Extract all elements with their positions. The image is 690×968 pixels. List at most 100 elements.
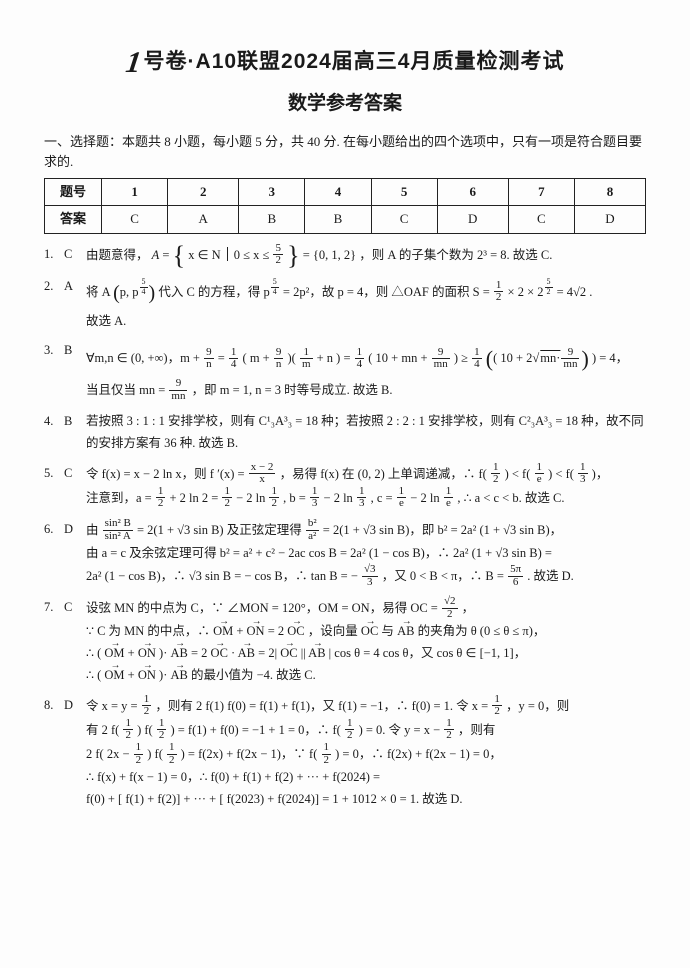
text: ||	[301, 646, 306, 660]
text: = 2(1 + √3 sin B)，即 b² = 2a² (1 + √3 sin…	[323, 523, 562, 537]
text: + n ) =	[317, 351, 354, 365]
table-col: 1	[102, 179, 168, 206]
sol-key: D	[64, 519, 86, 589]
text: ( m +	[243, 351, 270, 365]
text: 有 2 f(	[86, 723, 119, 737]
text: =	[218, 351, 228, 365]
sol-body: 令 x = y = 12 ，则有 2 f(1) f(0) = f(1) + f(…	[86, 695, 646, 811]
text: ∴ (	[86, 668, 101, 682]
text: ) < f(	[505, 467, 531, 481]
text: ) ≥	[454, 351, 471, 365]
text: ) f(	[137, 723, 153, 737]
text: = 2(1 + √3 sin B) 及正弦定理得	[137, 523, 302, 537]
title-line: 1号卷·A10联盟2024届高三4月质量检测考试	[44, 40, 646, 87]
sol-key: A	[64, 276, 86, 333]
text: ，即 m = 1, n = 3 时等号成立. 故选 B.	[192, 383, 393, 397]
text: ，易得 f(x) 在 (0, 2) 上单调递减，∴ f(	[280, 467, 487, 481]
sol-number: 6.	[44, 519, 64, 589]
text: )，	[592, 467, 609, 481]
text: ，又 0 < B < π，∴ B =	[382, 569, 504, 583]
table-row: 题号 1 2 3 4 5 6 7 8	[45, 179, 646, 206]
text: )·	[159, 668, 167, 682]
sol-body: 由题意得， A = { x ∈ N 0 ≤ x ≤ 52 } = {0, 1, …	[86, 244, 646, 268]
text: ，y = 0，则	[506, 699, 569, 713]
sol-key: C	[64, 244, 86, 268]
table-row: 答案 C A B B C D C D	[45, 206, 646, 233]
table-cell: B	[305, 206, 371, 233]
text: ·	[231, 646, 235, 660]
solution-6: 6. D 由 sin² Bsin² A = 2(1 + √3 sin B) 及正…	[44, 519, 646, 589]
text: 的夹角为 θ (0 ≤ θ ≤ π)，	[418, 624, 546, 638]
solution-2: 2. A 将 A (p, p54) 代入 C 的方程，得 p54 = 2p²，故…	[44, 276, 646, 333]
text: ∀m,n ∈ (0, +∞)，m +	[86, 351, 200, 365]
text: × 2 × 2	[508, 285, 544, 299]
table-col: 6	[437, 179, 508, 206]
solution-1: 1. C 由题意得， A = { x ∈ N 0 ≤ x ≤ 52 } = {0…	[44, 244, 646, 268]
sol-number: 3.	[44, 340, 64, 403]
vector: AB	[397, 624, 414, 638]
sol-body: 由 sin² Bsin² A = 2(1 + √3 sin B) 及正弦定理得 …	[86, 519, 646, 589]
text: ，则 A 的子集个数为 2³ = 8. 故选 C.	[359, 247, 552, 261]
table-cell: A	[168, 206, 239, 233]
table-col: 8	[574, 179, 645, 206]
sol-number: 2.	[44, 276, 64, 333]
text: = {0, 1, 2}	[303, 247, 356, 261]
sol-key: B	[64, 340, 86, 403]
sol-key: C	[64, 597, 86, 687]
text: ) < f(	[548, 467, 574, 481]
text: +	[128, 668, 138, 682]
table-cell: B	[239, 206, 305, 233]
sol-key: C	[64, 463, 86, 511]
text: 代入 C 的方程，得 p	[158, 285, 269, 299]
text: = 4√2 .	[557, 285, 593, 299]
text: x ∈ N	[188, 247, 220, 261]
text: 故选 A.	[86, 311, 646, 333]
solution-5: 5. C 令 f(x) = x − 2 ln x，则 f ′(x) = x − …	[44, 463, 646, 511]
text: + 2 ln 2 =	[169, 491, 218, 505]
sol-number: 4.	[44, 411, 64, 455]
text: 注意到，a =	[86, 491, 152, 505]
sol-number: 5.	[44, 463, 64, 511]
vector: AB	[308, 646, 325, 660]
vector: OC	[280, 646, 297, 660]
text: ( 10 + mn +	[368, 351, 427, 365]
text: . 故选 D.	[527, 569, 574, 583]
text: = 2	[191, 646, 207, 660]
text: , ∴ a < c < b. 故选 C.	[457, 491, 564, 505]
text: − 2 ln	[236, 491, 265, 505]
vector: OM	[104, 668, 124, 682]
text: p, p	[120, 285, 139, 299]
vector: ON	[138, 668, 156, 682]
text: ) = f(1) + f(0) = −1 + 1 = 0，∴ f(	[170, 723, 340, 737]
text: 令 x = y =	[86, 699, 138, 713]
table-cell: C	[102, 206, 168, 233]
text: 当且仅当 mn =	[86, 383, 165, 397]
text: ) = f(2x) + f(2x − 1)，∵ f(	[181, 747, 318, 761]
table-ans-label: 答案	[45, 206, 102, 233]
text: ( 10 + 2	[493, 351, 532, 365]
vector: OC	[361, 624, 378, 638]
text: ∴ (	[86, 646, 101, 660]
exam-answer-page: 1号卷·A10联盟2024届高三4月质量检测考试 数学参考答案 一、选择题：本题…	[0, 0, 690, 968]
text: 由 a = c 及余弦定理可得 b² = a² + c² − 2ac cos B…	[86, 546, 552, 560]
title-text: 号卷·A10联盟2024届高三4月质量检测考试	[144, 50, 565, 73]
text: = 2p²，故 p = 4，则 △OAF 的面积 S =	[283, 285, 490, 299]
text: )·	[159, 646, 167, 660]
sol-number: 8.	[44, 695, 64, 811]
text: | cos θ = 4 cos θ，又 cos θ ∈ [−1, 1]，	[329, 646, 527, 660]
text: ，则有 2 f(1) f(0) = f(1) + f(1)，又 f(1) = −…	[155, 699, 488, 713]
text: 的最小值为 −4. 故选 C.	[191, 668, 316, 682]
sol-body: 令 f(x) = x − 2 ln x，则 f ′(x) = x − 2x ，易…	[86, 463, 646, 511]
table-cell: D	[437, 206, 508, 233]
sol-key: B	[64, 411, 86, 455]
text: − 2 ln	[410, 491, 439, 505]
table-col: 5	[371, 179, 437, 206]
text: ，则有	[458, 723, 496, 737]
solution-8: 8. D 令 x = y = 12 ，则有 2 f(1) f(0) = f(1)…	[44, 695, 646, 811]
text: )(	[287, 351, 295, 365]
text: 令 f(x) = x − 2 ln x，则 f ′(x) =	[86, 467, 245, 481]
text: , b =	[283, 491, 306, 505]
text: ∴ f(x) + f(x − 1) = 0，∴ f(0) + f(1) + f(…	[86, 770, 380, 784]
answer-table: 题号 1 2 3 4 5 6 7 8 答案 C A B B C D C D	[44, 178, 646, 233]
table-col: 4	[305, 179, 371, 206]
